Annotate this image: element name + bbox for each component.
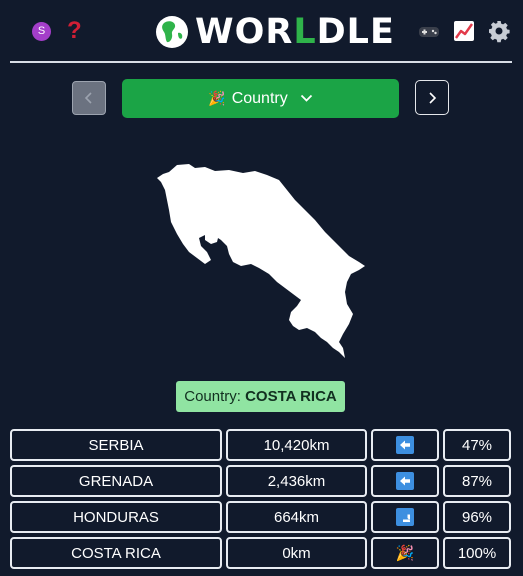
guess-distance: 0km <box>226 537 367 569</box>
guess-name: SERBIA <box>10 429 222 461</box>
answer-country: COSTA RICA <box>245 388 337 405</box>
logo-text-part2: DLE <box>316 12 395 52</box>
guess-direction: 🎉 <box>371 537 439 569</box>
down-right-arrow-icon <box>396 508 414 526</box>
gamepad-icon[interactable] <box>417 19 441 43</box>
guess-proximity: 100% <box>443 537 511 569</box>
party-popper-icon: 🎉 <box>208 90 226 106</box>
app-logo: WORLDLE <box>155 13 395 51</box>
chevron-right-icon <box>429 91 437 104</box>
guess-name: GRENADA <box>10 465 222 497</box>
guess-proximity: 96% <box>443 501 511 533</box>
guess-direction <box>371 501 439 533</box>
logo-text-highlight: L <box>293 12 317 52</box>
guess-distance: 664km <box>226 501 367 533</box>
left-arrow-icon <box>396 436 414 454</box>
country-silhouette-map <box>157 164 365 358</box>
left-arrow-icon <box>396 472 414 490</box>
answer-prefix: Country: <box>184 388 246 405</box>
guess-distance: 10,420km <box>226 429 367 461</box>
guess-name: COSTA RICA <box>10 537 222 569</box>
guess-direction <box>371 429 439 461</box>
logo-text-part1: WOR <box>195 12 294 52</box>
app-header: S ? WORLDLE <box>10 0 512 63</box>
chevron-down-icon <box>300 94 312 102</box>
mode-label: Country <box>231 89 288 107</box>
guess-proximity: 47% <box>443 429 511 461</box>
gear-icon[interactable] <box>487 19 511 43</box>
previous-mode-button[interactable] <box>72 81 106 115</box>
chevron-left-icon <box>84 92 92 104</box>
app-title: WORLDLE <box>195 13 395 51</box>
guess-direction <box>371 465 439 497</box>
help-icon[interactable]: ? <box>67 17 82 44</box>
party-popper-icon: 🎉 <box>395 545 415 562</box>
chart-increasing-icon[interactable] <box>452 19 476 43</box>
guess-distance: 2,436km <box>226 465 367 497</box>
guess-proximity: 87% <box>443 465 511 497</box>
guess-name: HONDURAS <box>10 501 222 533</box>
user-avatar[interactable]: S <box>32 22 51 41</box>
globe-icon <box>156 16 188 48</box>
answer-badge: Country: COSTA RICA <box>176 381 345 412</box>
next-mode-button[interactable] <box>415 80 449 115</box>
mode-select-button[interactable]: 🎉 Country <box>122 79 399 118</box>
